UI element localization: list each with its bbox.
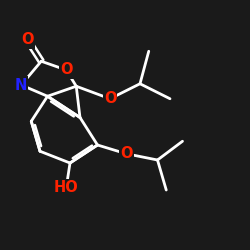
Text: O: O xyxy=(21,32,34,48)
Text: O: O xyxy=(60,62,72,78)
Text: O: O xyxy=(104,91,116,106)
Text: N: N xyxy=(15,78,28,92)
Text: HO: HO xyxy=(54,180,78,195)
Text: O: O xyxy=(120,146,132,161)
